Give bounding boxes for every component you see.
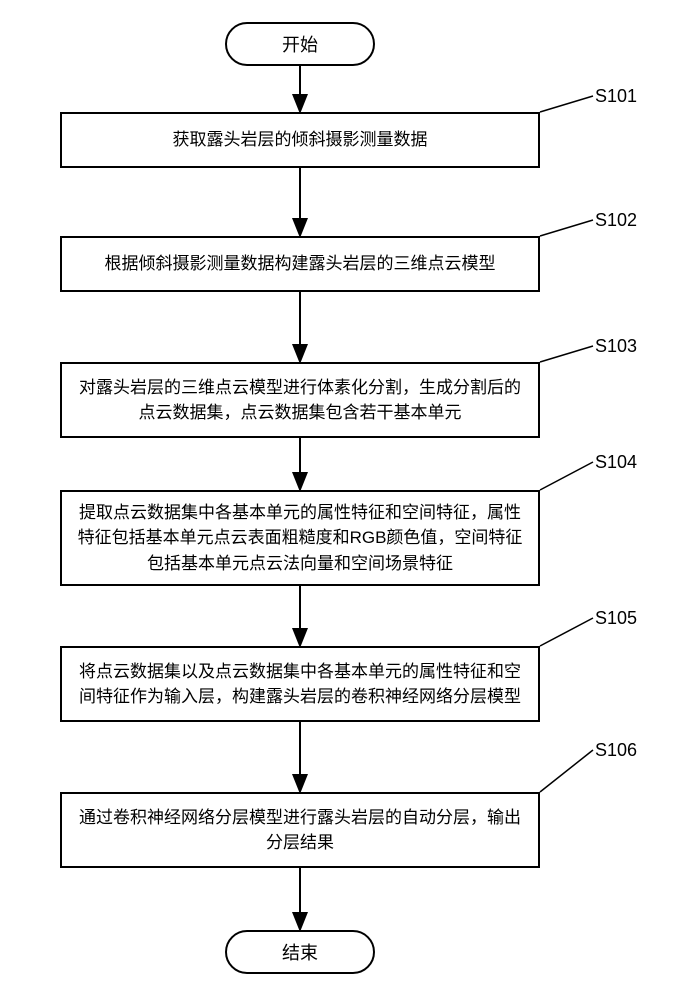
step-label-s103: S103 (595, 336, 637, 357)
process-text: 对露头岩层的三维点云模型进行体素化分割，生成分割后的点云数据集，点云数据集包含若… (76, 375, 524, 426)
process-text: 将点云数据集以及点云数据集中各基本单元的属性特征和空间特征作为输入层，构建露头岩… (76, 659, 524, 710)
step-label-s104: S104 (595, 452, 637, 473)
process-text: 获取露头岩层的倾斜摄影测量数据 (173, 127, 428, 153)
process-text: 通过卷积神经网络分层模型进行露头岩层的自动分层，输出分层结果 (76, 805, 524, 856)
flowchart-canvas: 开始 获取露头岩层的倾斜摄影测量数据 S101 根据倾斜摄影测量数据构建露头岩层… (0, 0, 674, 1000)
step-label-s101: S101 (595, 86, 637, 107)
terminator-start-label: 开始 (282, 31, 318, 57)
terminator-start: 开始 (225, 22, 375, 66)
process-text: 根据倾斜摄影测量数据构建露头岩层的三维点云模型 (105, 251, 496, 277)
process-s106: 通过卷积神经网络分层模型进行露头岩层的自动分层，输出分层结果 (60, 792, 540, 868)
step-label-s105: S105 (595, 608, 637, 629)
terminator-end: 结束 (225, 930, 375, 974)
process-s104: 提取点云数据集中各基本单元的属性特征和空间特征，属性特征包括基本单元点云表面粗糙… (60, 490, 540, 586)
terminator-end-label: 结束 (282, 939, 318, 965)
process-s105: 将点云数据集以及点云数据集中各基本单元的属性特征和空间特征作为输入层，构建露头岩… (60, 646, 540, 722)
process-s101: 获取露头岩层的倾斜摄影测量数据 (60, 112, 540, 168)
process-text: 提取点云数据集中各基本单元的属性特征和空间特征，属性特征包括基本单元点云表面粗糙… (76, 500, 524, 577)
step-label-s106: S106 (595, 740, 637, 761)
process-s103: 对露头岩层的三维点云模型进行体素化分割，生成分割后的点云数据集，点云数据集包含若… (60, 362, 540, 438)
step-label-s102: S102 (595, 210, 637, 231)
process-s102: 根据倾斜摄影测量数据构建露头岩层的三维点云模型 (60, 236, 540, 292)
